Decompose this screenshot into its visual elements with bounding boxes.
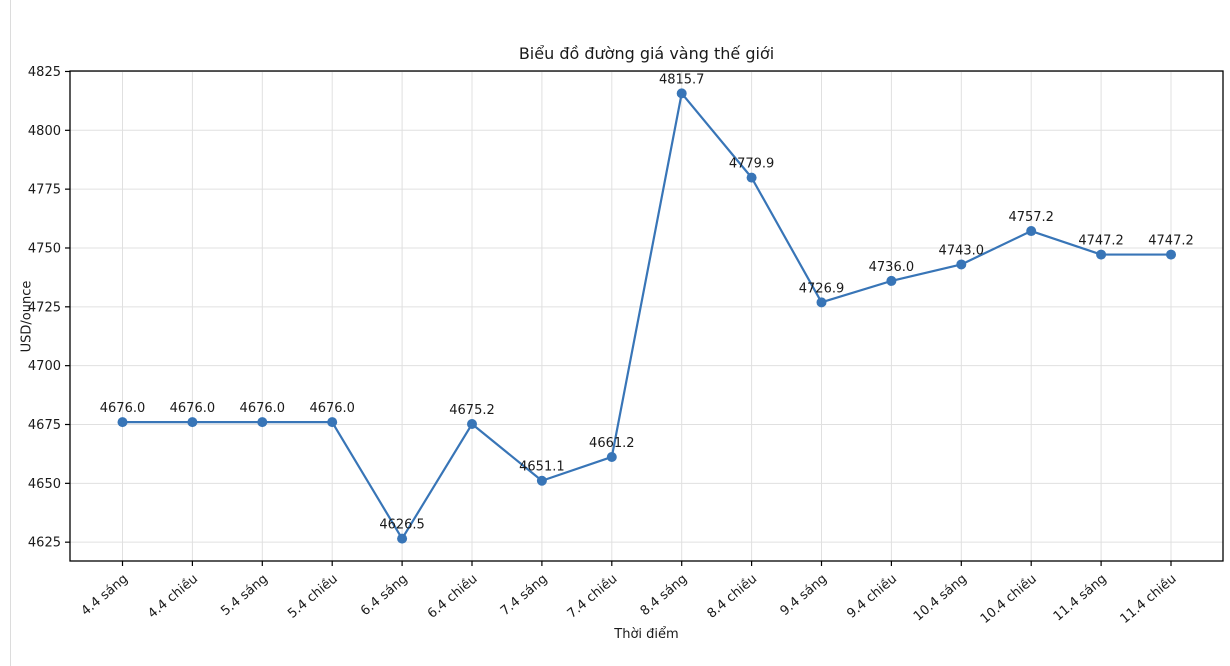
data-point-label: 4676.0	[170, 401, 216, 416]
x-tick-label: 7.4 sáng	[498, 572, 551, 620]
data-point	[467, 419, 477, 430]
x-tick-label: 8.4 sáng	[638, 572, 691, 620]
data-point	[956, 259, 967, 270]
data-point-label: 4743.0	[939, 243, 985, 258]
data-point-label: 4747.2	[1078, 234, 1124, 249]
data-point	[536, 475, 547, 486]
x-tick-label: 9.4 chiều	[844, 572, 900, 622]
y-tick-label: 4800	[28, 124, 61, 139]
x-tick-label: 5.4 chiều	[285, 572, 341, 622]
data-point	[746, 172, 757, 183]
data-point	[1166, 249, 1176, 260]
data-point-label: 4676.0	[240, 401, 286, 416]
data-point	[816, 297, 827, 308]
x-tick-label: 11.4 chiều	[1118, 572, 1180, 627]
data-point	[1026, 226, 1037, 237]
x-tick-label: 6.4 sáng	[358, 572, 411, 620]
chart-title: Biểu đồ đường giá vàng thế giới	[518, 44, 775, 63]
data-point	[886, 275, 897, 286]
x-axis-label: Thời điểm	[614, 627, 679, 642]
data-point	[1096, 249, 1107, 260]
data-point-label: 4675.2	[449, 403, 495, 418]
data-point	[257, 417, 268, 428]
data-point-label: 4676.0	[309, 401, 355, 416]
x-tick-label: 11.4 sáng	[1051, 572, 1110, 625]
data-point-label: 4757.2	[1008, 210, 1054, 225]
x-tick-label: 10.4 chiều	[978, 572, 1040, 627]
data-point	[397, 533, 408, 544]
data-point	[117, 417, 128, 428]
data-point-label: 4779.9	[729, 157, 775, 172]
data-point-label: 4747.2	[1148, 234, 1194, 249]
y-tick-label: 4825	[28, 65, 61, 80]
y-tick-label: 4725	[28, 300, 61, 315]
data-point-label: 4676.0	[100, 401, 146, 416]
y-axis-label: USD/ounce	[19, 280, 35, 353]
data-point-label: 4815.7	[659, 72, 705, 87]
data-point	[606, 451, 617, 462]
data-point-label: 4726.9	[799, 281, 845, 296]
y-tick-label: 4700	[28, 359, 61, 374]
x-tick-label: 9.4 sáng	[777, 572, 830, 620]
y-tick-label: 4675	[28, 418, 61, 433]
data-point-label: 4661.2	[589, 436, 635, 451]
y-tick-label: 4650	[28, 477, 61, 492]
window-left-border	[10, 0, 11, 666]
data-point	[327, 417, 338, 428]
y-tick-label: 4750	[28, 241, 61, 256]
x-tick-label: 10.4 sáng	[911, 572, 970, 625]
x-tick-label: 5.4 sáng	[218, 572, 271, 620]
data-point-label: 4736.0	[869, 260, 915, 275]
x-tick-label: 7.4 chiều	[565, 572, 621, 622]
y-tick-label: 4775	[28, 183, 61, 198]
x-tick-label: 4.4 sáng	[78, 572, 131, 620]
data-point	[676, 88, 687, 99]
data-point	[187, 417, 198, 428]
x-tick-label: 8.4 chiều	[705, 572, 761, 622]
x-tick-label: 6.4 chiều	[425, 572, 481, 622]
y-tick-label: 4625	[28, 536, 61, 551]
axes-frame	[69, 70, 1224, 562]
x-tick-label: 4.4 chiều	[145, 572, 201, 622]
data-point-label: 4626.5	[379, 518, 425, 533]
data-point-label: 4651.1	[519, 460, 565, 475]
data-line	[121, 92, 1173, 540]
